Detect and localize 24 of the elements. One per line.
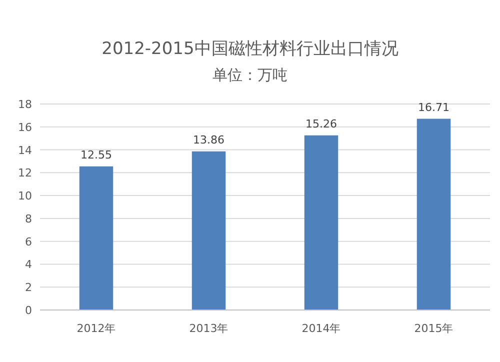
y-tick-label: 0 [25, 304, 32, 317]
data-label: 15.26 [306, 117, 337, 130]
x-tick-label: 2015年 [414, 322, 454, 335]
data-label: 16.71 [418, 100, 450, 114]
y-tick-label: 16 [18, 120, 32, 134]
data-label: 12.55 [80, 148, 112, 162]
x-tick-label: 2013年 [189, 322, 228, 335]
chart-title: 2012-2015中国磁性材料行业出口情况 [102, 39, 398, 59]
data-label: 13.86 [193, 133, 224, 146]
y-tick-label: 8 [25, 212, 32, 226]
y-tick-label: 12 [18, 166, 32, 180]
chart-subtitle: 单位：万吨 [212, 66, 288, 84]
y-tick-label: 6 [25, 235, 32, 248]
bar [416, 118, 451, 310]
x-tick-label: 2012年 [76, 322, 116, 335]
bar [79, 166, 114, 310]
bar [304, 135, 338, 310]
y-tick-label: 2 [25, 281, 32, 294]
bar [192, 151, 226, 310]
x-tick-label: 2014年 [302, 322, 341, 335]
y-tick-label: 18 [18, 98, 32, 111]
y-tick-label: 14 [18, 144, 32, 157]
y-tick-label: 4 [25, 258, 32, 272]
y-tick-label: 10 [18, 190, 32, 203]
